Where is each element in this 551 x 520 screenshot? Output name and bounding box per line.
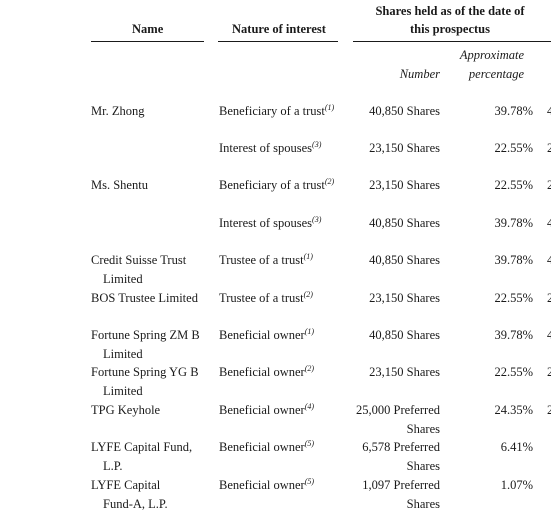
approx-percentage: 22.55%: [494, 141, 533, 155]
nature-text: Beneficial owner: [219, 365, 305, 379]
nature-of-interest: Interest of spouses(3): [219, 140, 321, 157]
approx-percentage: 39.78%: [494, 104, 533, 118]
shareholder-name: TPG Keyhole: [91, 403, 161, 417]
shareholder-name-cont: Limited: [103, 347, 143, 361]
header-name: Name: [132, 22, 164, 36]
approx-percentage: 22.55%: [494, 365, 533, 379]
truncated-column-value: 4: [547, 216, 551, 230]
approx-percentage: 22.55%: [494, 178, 533, 192]
shareholder-name: Credit Suisse Trust: [91, 253, 187, 267]
nature-of-interest: Beneficial owner(5): [219, 439, 314, 456]
share-number: 25,000 Preferred: [356, 403, 440, 417]
truncated-column-value: 2: [547, 365, 551, 379]
share-number-cont: Shares: [406, 422, 440, 436]
truncated-column-value: 2: [547, 178, 551, 192]
truncated-column-value: 4: [547, 253, 551, 267]
approx-percentage: 22.55%: [494, 291, 533, 305]
shareholder-name-cont: Limited: [103, 384, 143, 398]
header-shares-line2: this prospectus: [410, 22, 490, 36]
share-number: 23,150 Shares: [369, 291, 440, 305]
nature-of-interest: Trustee of a trust(2): [219, 290, 313, 307]
header-approx-line1: Approximate: [459, 48, 524, 62]
shareholder-name: LYFE Capital: [91, 478, 161, 492]
shareholder-name: BOS Trustee Limited: [91, 291, 198, 305]
footnote-ref: (1): [303, 252, 313, 261]
approx-percentage: 39.78%: [494, 216, 533, 230]
nature-of-interest: Beneficial owner(4): [219, 402, 314, 419]
nature-of-interest: Interest of spouses(3): [219, 215, 321, 232]
share-number: 23,150 Shares: [369, 141, 440, 155]
shareholder-name-cont: L.P.: [103, 459, 123, 473]
nature-text: Beneficial owner: [219, 440, 305, 454]
share-number: 23,150 Shares: [369, 365, 440, 379]
nature-text: Beneficial owner: [219, 478, 305, 492]
truncated-column-value: 2: [547, 403, 551, 417]
approx-percentage: 39.78%: [494, 328, 533, 342]
footnote-ref: (2): [324, 177, 335, 186]
approx-percentage: 1.07%: [500, 478, 533, 492]
nature-of-interest: Beneficiary of a trust(1): [219, 103, 334, 120]
shareholder-name: Mr. Zhong: [91, 104, 145, 118]
nature-of-interest: Beneficial owner(1): [219, 327, 314, 344]
nature-text: Beneficiary of a trust: [219, 104, 325, 118]
shareholder-name-cont: Limited: [103, 272, 143, 286]
truncated-column-value: 2: [547, 291, 551, 305]
nature-text: Trustee of a trust: [219, 253, 304, 267]
footnote-ref: (3): [312, 140, 322, 149]
header-rule-nature: [218, 41, 338, 42]
nature-text: Interest of spouses: [219, 216, 313, 230]
share-number-cont: Shares: [406, 497, 440, 511]
approx-percentage: 24.35%: [494, 403, 533, 417]
shareholder-name: Fortune Spring YG B: [91, 365, 199, 379]
header-rule-name: [91, 41, 204, 42]
nature-of-interest: Trustee of a trust(1): [219, 252, 313, 269]
nature-of-interest: Beneficial owner(5): [219, 477, 314, 494]
header-shares-line1: Shares held as of the date of: [375, 4, 525, 18]
nature-of-interest: Beneficial owner(2): [219, 364, 314, 381]
header-approx-line2: percentage: [468, 67, 524, 81]
shareholder-name: Fortune Spring ZM B: [91, 328, 200, 342]
shareholder-name: LYFE Capital Fund,: [91, 440, 193, 454]
footnote-ref: (3): [312, 215, 322, 224]
footnote-ref: (1): [304, 327, 315, 336]
share-number: 1,097 Preferred: [362, 478, 440, 492]
approx-percentage: 6.41%: [500, 440, 533, 454]
footnote-ref: (5): [304, 477, 315, 486]
share-number: 40,850 Shares: [369, 253, 440, 267]
nature-text: Beneficiary of a trust: [219, 178, 325, 192]
nature-of-interest: Beneficiary of a trust(2): [219, 177, 334, 194]
header-number: Number: [399, 67, 440, 81]
shareholder-name-cont: Fund-A, L.P.: [103, 497, 168, 511]
nature-text: Interest of spouses: [219, 141, 313, 155]
share-number: 6,578 Preferred: [362, 440, 440, 454]
footnote-ref: (2): [303, 290, 313, 299]
nature-text: Beneficial owner: [219, 328, 305, 342]
share-number: 40,850 Shares: [369, 216, 440, 230]
footnote-ref: (5): [304, 439, 315, 448]
share-number-cont: Shares: [406, 459, 440, 473]
shareholder-name: Ms. Shentu: [91, 178, 148, 192]
truncated-column-value: 4: [547, 328, 551, 342]
footnote-ref: (1): [324, 103, 335, 112]
share-number: 40,850 Shares: [369, 328, 440, 342]
footnote-ref: (2): [304, 364, 315, 373]
footnote-ref: (4): [304, 402, 315, 411]
truncated-column-value: 2: [547, 141, 551, 155]
nature-text: Beneficial owner: [219, 403, 305, 417]
nature-text: Trustee of a trust: [219, 291, 304, 305]
header-nature: Nature of interest: [232, 22, 326, 36]
share-number: 40,850 Shares: [369, 104, 440, 118]
share-number: 23,150 Shares: [369, 178, 440, 192]
truncated-column-value: 4: [547, 104, 551, 118]
approx-percentage: 39.78%: [494, 253, 533, 267]
header-rule-shares: [353, 41, 551, 42]
